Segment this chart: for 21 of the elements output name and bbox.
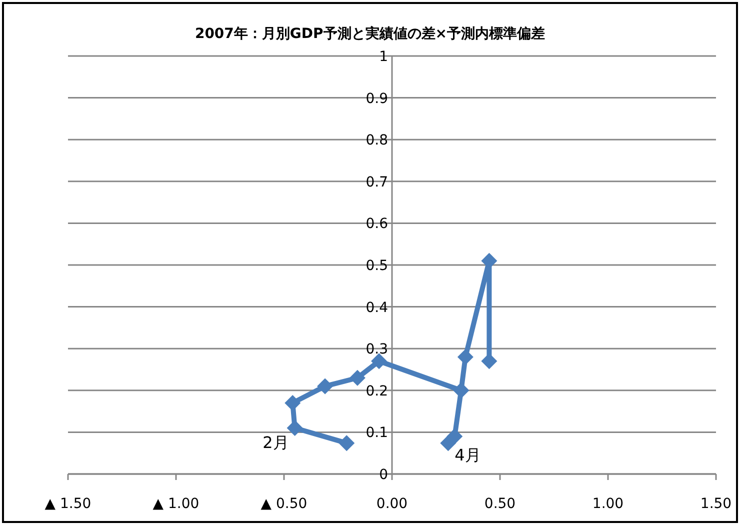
x-tick-label: 1.50 <box>700 496 732 512</box>
y-tick-label: 0.7 <box>366 174 388 190</box>
y-tick-label: 0.6 <box>366 216 388 232</box>
y-tick-label: 0.5 <box>366 258 388 274</box>
y-tick-label: 0.9 <box>366 90 388 107</box>
x-tick-label: ▲ 1.50 <box>44 496 92 512</box>
chart-title: 2007年：月別GDP予測と実績値の差×予測内標準偏差 <box>194 25 546 42</box>
y-tick-label: 0.4 <box>366 300 388 316</box>
y-tick-label: 0.8 <box>366 132 388 149</box>
x-tick-label: 0.00 <box>376 496 408 512</box>
y-tick-label: 0 <box>379 467 388 483</box>
annotation: 4月 <box>454 445 481 464</box>
y-tick-label: 1 <box>379 49 388 65</box>
y-tick-label: 0.2 <box>366 383 388 400</box>
x-tick-label: ▲ 1.00 <box>152 496 200 512</box>
x-tick-label: ▲ 0.50 <box>260 496 308 512</box>
annotation: 2月 <box>262 433 289 452</box>
x-tick-label: 0.50 <box>484 496 516 512</box>
x-tick-label: 1.00 <box>592 496 624 512</box>
y-tick-label: 0.3 <box>366 342 388 358</box>
y-tick-label: 0.1 <box>366 425 388 442</box>
